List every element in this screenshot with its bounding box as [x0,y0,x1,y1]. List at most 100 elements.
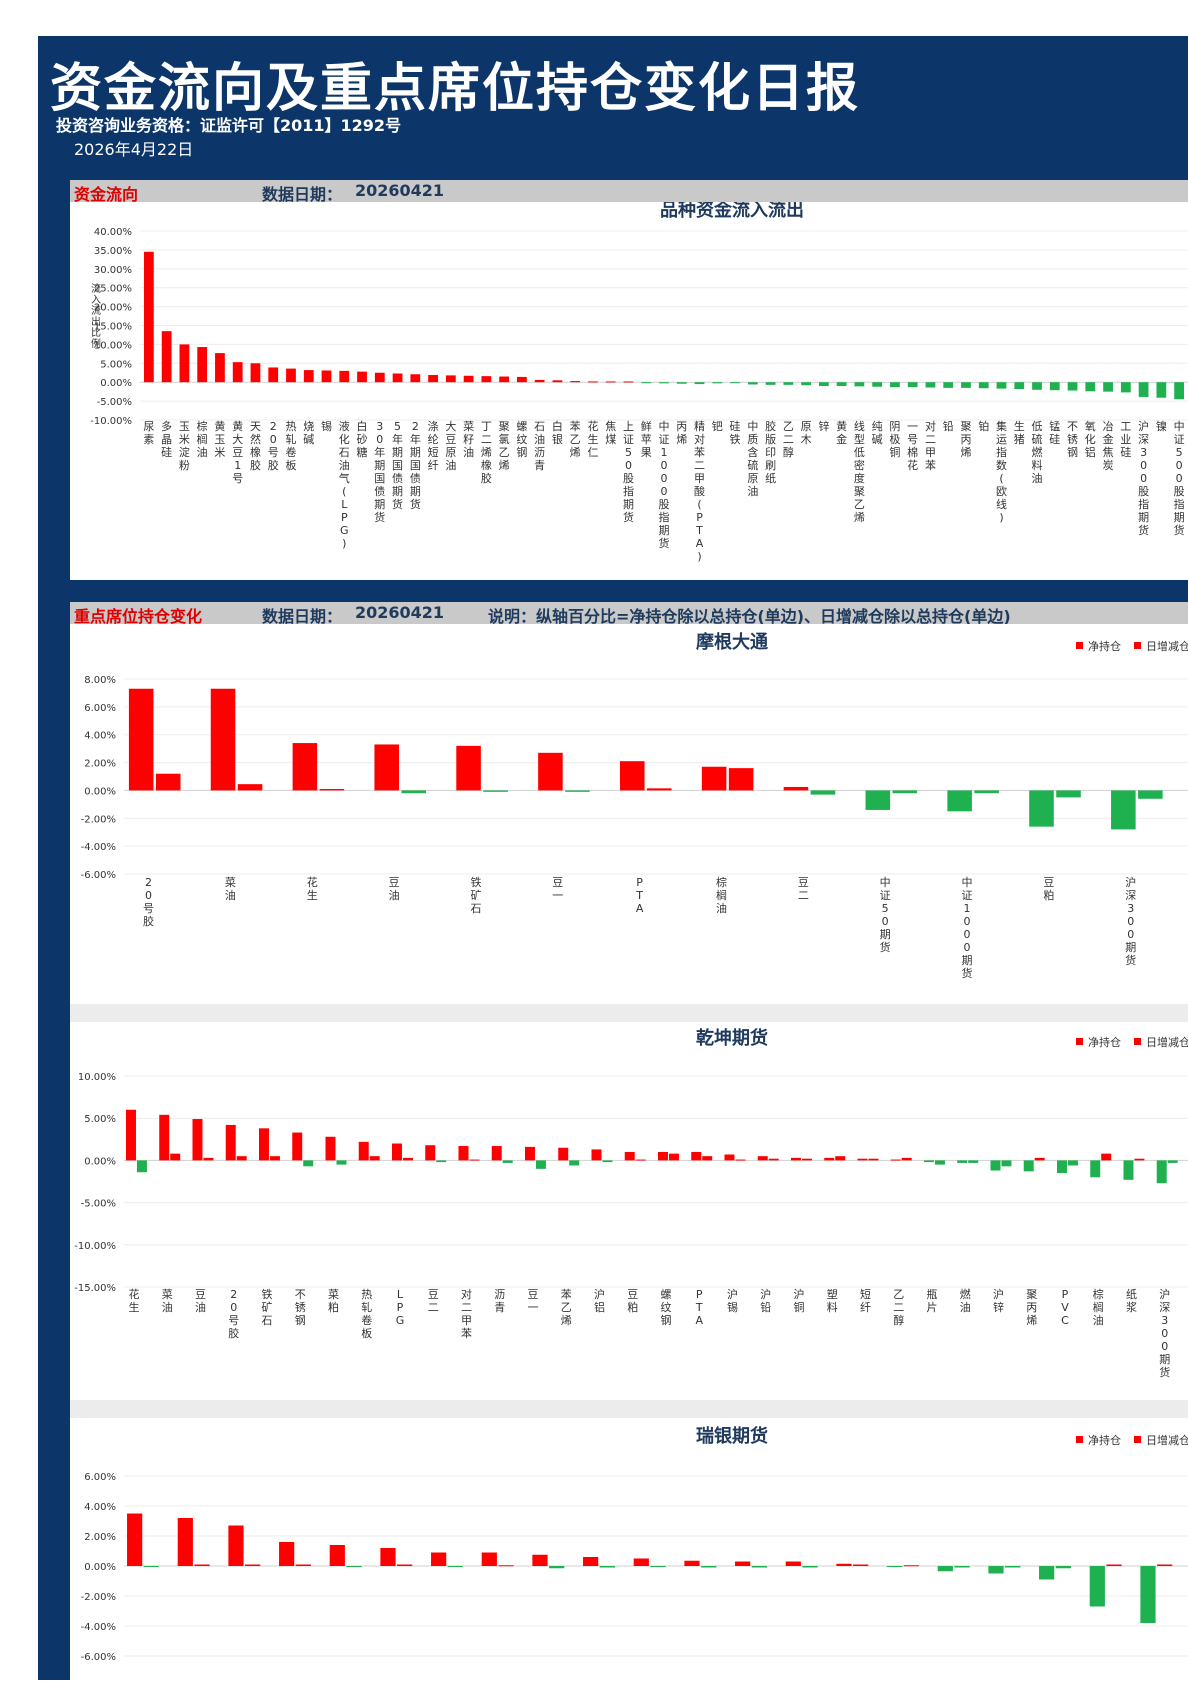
x-tick-label: 黄金 [836,419,847,446]
legend-label: 净持仓 [1088,1433,1121,1447]
x-tick-label: 短纤 [860,1287,871,1314]
x-tick-label: 铁矿石 [470,876,481,915]
bar [445,375,456,383]
x-tick-label: 菜油 [162,1288,173,1314]
y-tick-label: 10.00% [94,340,132,351]
bar [532,1554,548,1566]
x-tick-label: 石油沥青 [534,420,545,472]
y-tick-label: 2.00% [84,759,116,770]
x-tick-label: 苯乙烯 [570,419,581,459]
bar [635,1159,646,1161]
x-tick-label: 苯乙烯 [561,1287,572,1327]
bar [836,382,847,386]
bar [161,331,172,383]
bar [1001,1160,1012,1167]
bar [258,1128,269,1161]
bar [1167,1160,1178,1163]
bar [1157,1564,1173,1566]
bar [872,382,883,387]
bar [757,1156,768,1161]
legend-swatch [1076,1436,1083,1443]
bar [751,1566,767,1568]
bar [599,1566,615,1568]
bar [783,382,794,385]
x-tick-label: 低硫燃料油 [1032,420,1043,485]
x-tick-label: 对二甲苯 [925,419,936,472]
bar [1039,1566,1055,1580]
x-tick-label: 对二甲苯 [461,1287,472,1340]
x-tick-label: 3 0 年期国债期货 [374,420,385,524]
x-tick-label: 沪铝 [594,1287,605,1314]
bar [1067,1160,1078,1166]
bar [336,1160,347,1165]
x-tick-label: 纸浆 [1126,1288,1137,1314]
bar [623,381,634,383]
flow-date-value: 20260421 [355,181,445,200]
x-tick-label: 硅铁 [730,420,741,446]
bar [853,1564,869,1566]
chart-title: 瑞银期货 [696,1425,768,1447]
bar [1106,1564,1122,1566]
legend-label: 日增减仓 [1146,639,1188,653]
bar [1056,1160,1067,1174]
bar [524,1146,535,1161]
bar [425,1145,436,1161]
y-tick-label: 20.00% [94,303,132,314]
bar [369,1156,380,1161]
bar [552,380,563,383]
y-tick-label: -4.00% [81,842,116,853]
bar [728,768,754,791]
x-tick-label: 花生 [128,1288,139,1314]
bar [319,789,345,791]
x-tick-label: 冶金焦炭 [1103,419,1114,472]
x-tick-label: 铁矿石 [261,1288,272,1327]
bar [701,766,727,791]
legend-label: 净持仓 [1088,1035,1121,1049]
bar [790,1157,801,1161]
bar [517,376,527,383]
y-tick-label: 0.00% [84,786,116,797]
bar [565,790,590,792]
ubs-chart: 瑞银期货 6.00% 4.00% 2.00% 0.00% -2.00% -4.00% -6.0… [81,1425,1188,1663]
y-tick-label: 4.00% [84,731,116,742]
bar [1140,1566,1156,1623]
y-tick-label: -6.00% [81,870,116,881]
bar [641,382,652,384]
x-tick-label: 阴极铜 [889,420,900,459]
bar [549,1566,565,1569]
x-tick-label: 白银 [552,419,563,446]
bar [159,1114,170,1161]
position-section-title: 重点席位持仓变化 [74,607,203,626]
bar [990,1160,1001,1171]
bar [1123,1160,1134,1180]
bar [1101,1153,1112,1161]
bar [1056,790,1081,798]
flow-chart: 品种资金流入流出 40.00% 35.00% 30.00% 25.00% 20.00% 15… [90,199,1188,563]
x-tick-label: 热轧卷板 [285,420,296,472]
bar [801,382,811,386]
bar [588,381,598,383]
x-tick-label: 豆粕 [627,1288,638,1314]
bar [730,382,740,384]
x-tick-label: 菜油 [225,876,236,902]
bar [602,1160,613,1163]
y-tick-label: -10.00% [74,1241,116,1252]
bar [346,1566,362,1567]
x-tick-label: 原木 [801,420,812,446]
bar [431,1552,447,1566]
qualification-text: 投资咨询业务资格：证监许可【2011】1292号 [56,116,402,135]
bar [835,1156,846,1161]
x-tick-label: 5 年期国债期货 [392,420,403,511]
x-tick-label: 中证 5 0 期货 [880,876,891,954]
bar [374,744,400,791]
y-tick-label: 6.00% [84,703,116,714]
bar [436,1160,447,1163]
bar [1014,382,1025,390]
flow-section-title: 资金流向 [74,185,139,204]
bar [538,752,563,791]
bar [624,1151,635,1161]
y-tick-label: 5.00% [100,359,132,370]
bar [901,1157,912,1161]
bar [801,1158,812,1161]
bar [303,1160,314,1167]
